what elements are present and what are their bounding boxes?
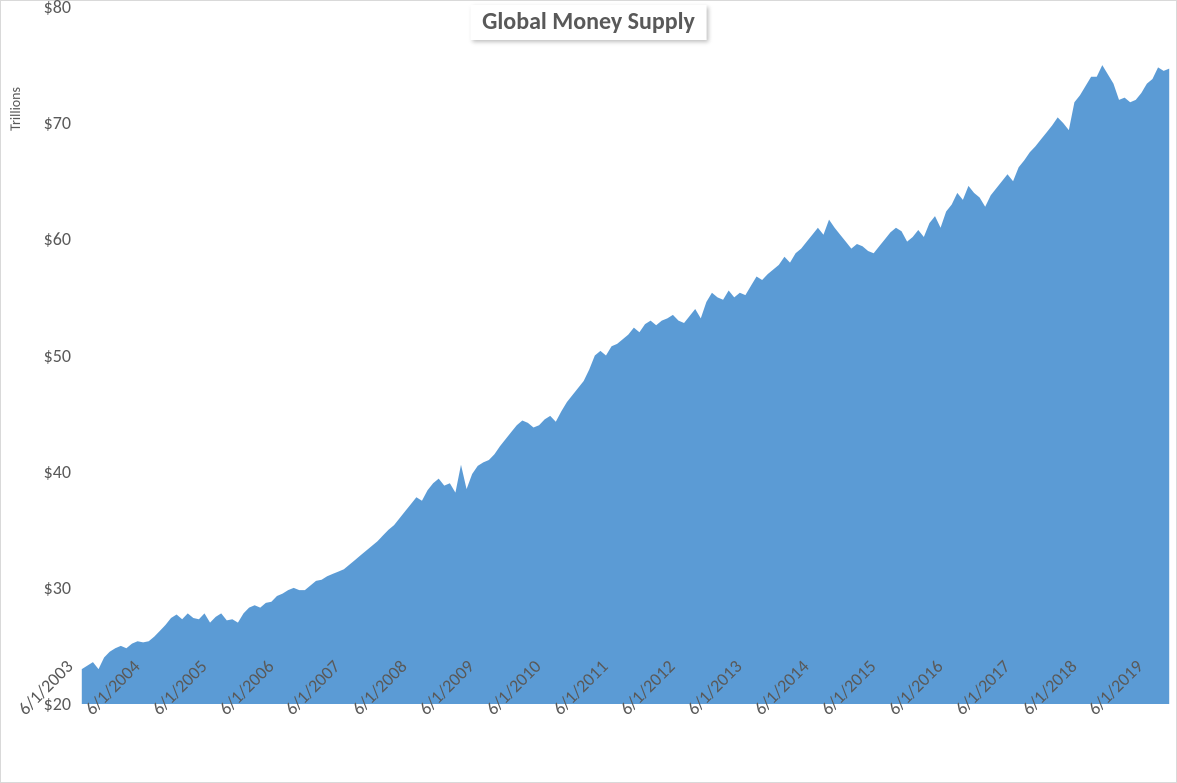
y-tick-label: $50	[44, 345, 79, 367]
y-axis-unit-label: Trillions	[7, 87, 24, 131]
y-tick-label: $40	[44, 461, 79, 483]
y-tick-label: $70	[44, 112, 79, 134]
y-tick-label: $30	[44, 577, 79, 599]
y-tick-label: $80	[44, 0, 79, 18]
area-svg	[79, 7, 1172, 704]
plot-area: $20$30$40$50$60$70$806/1/20036/1/20046/1…	[79, 7, 1172, 704]
y-tick-label: $60	[44, 228, 79, 250]
chart-frame: Global Money Supply Trillions $20$30$40$…	[0, 0, 1177, 783]
area-series	[82, 65, 1169, 704]
